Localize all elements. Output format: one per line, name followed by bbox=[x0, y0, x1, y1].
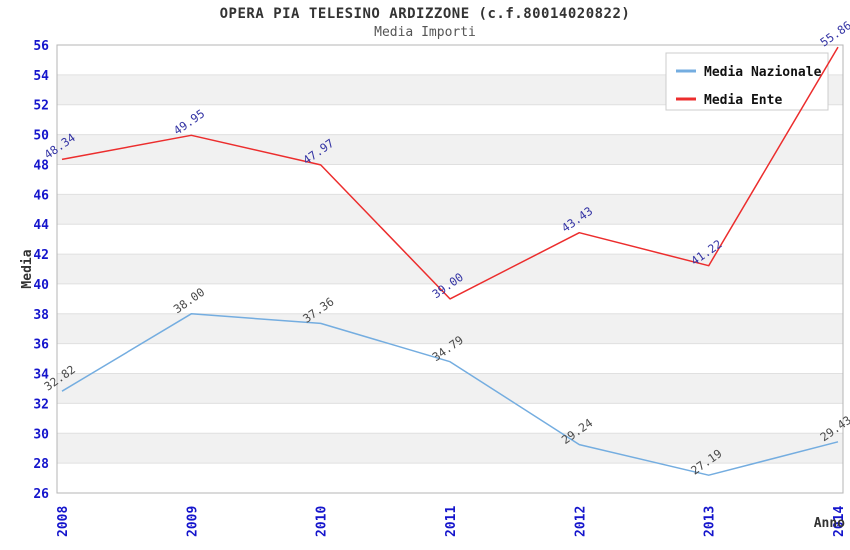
y-tick-label: 52 bbox=[33, 99, 49, 114]
x-tick-label: 2010 bbox=[315, 506, 330, 537]
x-tick-label: 2011 bbox=[444, 506, 459, 537]
y-tick-label: 42 bbox=[33, 248, 49, 263]
x-tick-label: 2012 bbox=[573, 506, 588, 537]
chart-subtitle: Media Importi bbox=[374, 25, 476, 40]
y-tick-label: 30 bbox=[33, 427, 49, 442]
grid-band bbox=[57, 313, 843, 344]
y-tick-label: 28 bbox=[33, 457, 49, 472]
y-tick-label: 54 bbox=[33, 69, 49, 84]
x-tick-label: 2008 bbox=[56, 506, 71, 537]
y-tick-label: 38 bbox=[33, 308, 49, 323]
data-label: 38.00 bbox=[171, 285, 207, 316]
series-line-media-nazionale bbox=[61, 313, 839, 476]
y-tick-label: 34 bbox=[33, 368, 49, 383]
x-tick-label: 2013 bbox=[703, 506, 718, 537]
y-tick-label: 48 bbox=[33, 158, 49, 173]
grid-band bbox=[57, 194, 843, 225]
plot-border bbox=[56, 44, 844, 494]
y-tick-label: 56 bbox=[33, 39, 49, 54]
x-tick-label: 2014 bbox=[832, 506, 847, 537]
data-label: 49.95 bbox=[171, 106, 207, 137]
series-line-media-ente bbox=[61, 46, 839, 300]
chart-title: OPERA PIA TELESINO ARDIZZONE (c.f.800140… bbox=[219, 6, 631, 22]
y-tick-label: 50 bbox=[33, 129, 49, 144]
y-tick-label: 46 bbox=[33, 188, 49, 203]
legend-label: Media Ente bbox=[704, 93, 782, 108]
y-axis-title: Media bbox=[20, 249, 35, 288]
legend-label: Media Nazionale bbox=[704, 65, 822, 80]
y-tick-label: 32 bbox=[33, 397, 49, 412]
grid-band bbox=[57, 433, 843, 464]
grid-band bbox=[57, 134, 843, 165]
y-tick-label: 36 bbox=[33, 338, 49, 353]
x-tick-label: 2009 bbox=[185, 506, 200, 537]
y-tick-label: 26 bbox=[33, 487, 49, 502]
y-tick-label: 40 bbox=[33, 278, 49, 293]
x-axis-title: Anno bbox=[814, 516, 845, 531]
y-tick-label: 44 bbox=[33, 218, 49, 233]
grid-band bbox=[57, 373, 843, 404]
